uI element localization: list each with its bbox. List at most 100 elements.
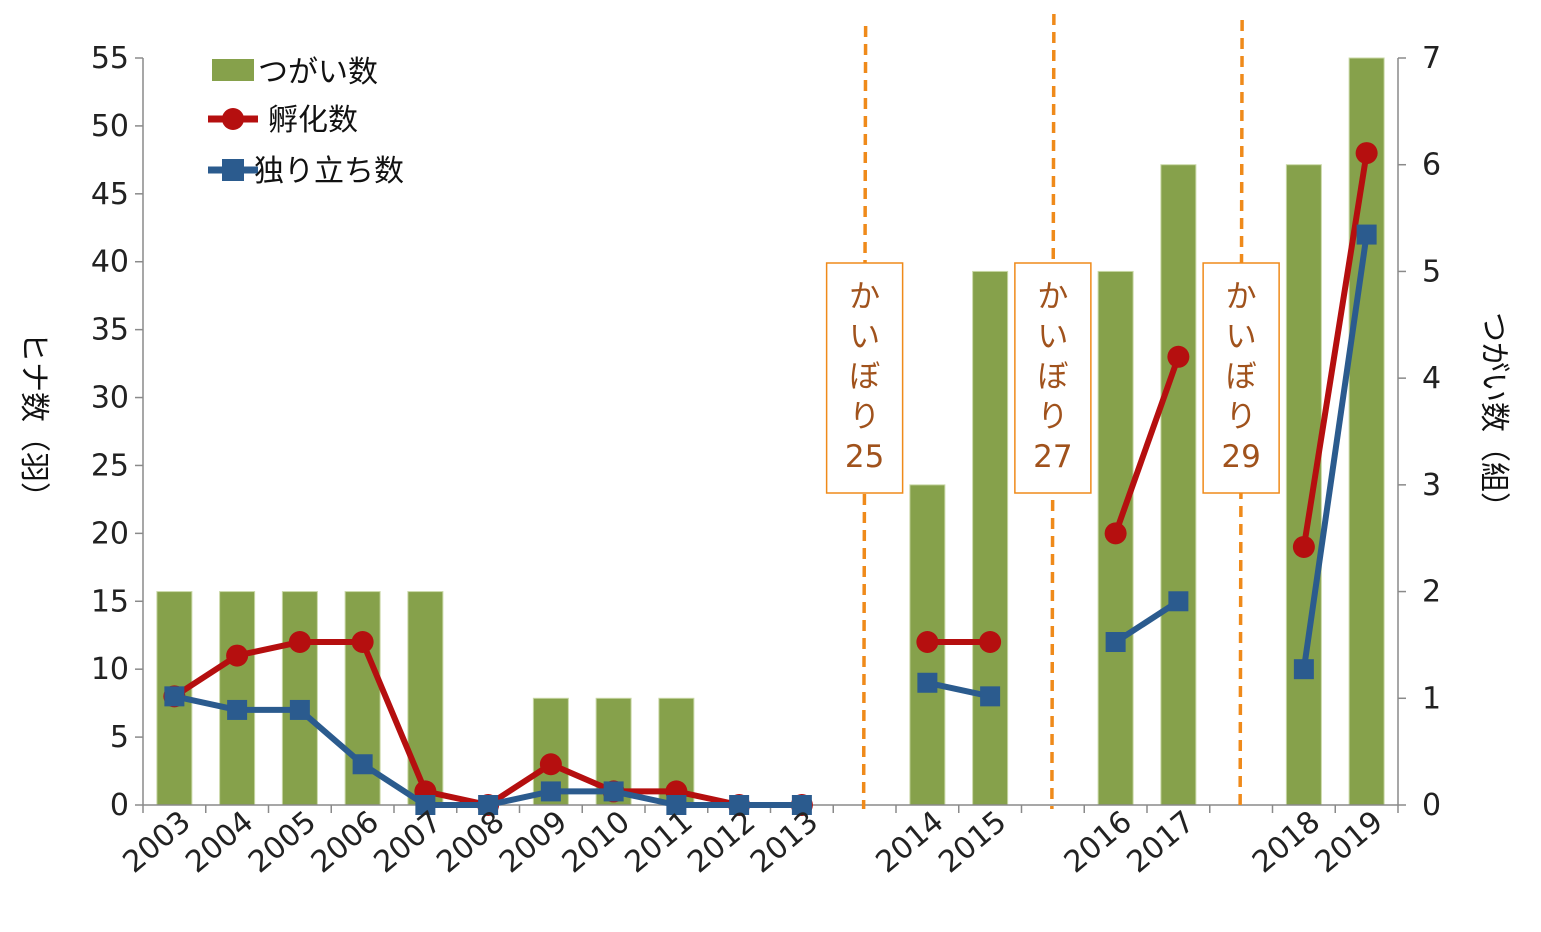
series-line-0	[1300, 152, 1370, 548]
legend-swatch-hatch-marker	[222, 108, 244, 130]
x-tick-label-2012: 2012	[681, 804, 762, 880]
point-hatch-2017	[1167, 345, 1190, 368]
x-tick-label-2013: 2013	[744, 804, 825, 880]
y-left-tick-label: 20	[91, 516, 129, 551]
point-fledge-2005	[289, 699, 310, 720]
point-fledge-2014	[917, 672, 938, 693]
series-line-1	[1300, 234, 1370, 670]
x-tick-label-2008: 2008	[430, 804, 511, 880]
point-fledge-2012	[729, 795, 750, 815]
series-line-1	[1113, 598, 1181, 645]
x-tick-label-2015: 2015	[932, 804, 1013, 880]
point-hatch-2005	[288, 631, 311, 654]
event-label-line: 29	[1221, 439, 1260, 475]
y-right-tick-label: 5	[1422, 254, 1441, 289]
bar-2019	[1348, 57, 1385, 806]
point-fledge-2008	[478, 795, 499, 815]
y-right-tick-label: 0	[1422, 788, 1441, 823]
point-fledge-2013	[791, 795, 812, 815]
point-fledge-2004	[227, 699, 248, 720]
event-line	[1238, 19, 1244, 810]
legend-swatch-fledge-marker	[222, 159, 244, 181]
y-right-tick-label: 7	[1422, 41, 1441, 76]
bar-2017	[1160, 164, 1197, 806]
y-left-tick-label: 15	[91, 584, 129, 619]
point-fledge-2009	[540, 781, 561, 802]
event-label-line: か	[849, 279, 880, 315]
y-left-tick-label: 55	[91, 41, 129, 76]
point-fledge-2007	[415, 795, 436, 815]
point-hatch-2014	[916, 631, 939, 654]
x-tick-label-2010: 2010	[556, 804, 637, 880]
point-fledge-2010	[603, 781, 624, 802]
event-label-line: 27	[1033, 439, 1072, 475]
y-left-tick-label: 45	[91, 177, 129, 212]
point-hatch-2004	[226, 644, 249, 667]
series-lines	[163, 142, 1378, 816]
x-tick-label-2005: 2005	[242, 804, 323, 880]
x-tick-label-2017: 2017	[1121, 804, 1202, 880]
event-label-line: り	[1037, 399, 1068, 435]
bar-2007	[407, 591, 444, 806]
event-label-line: ぼ	[849, 359, 880, 395]
event-label-line: り	[1226, 399, 1257, 435]
event-box	[825, 262, 904, 494]
series-line-1	[926, 679, 991, 700]
legend: つがい数 孵化数 独り立ち数	[208, 55, 404, 189]
point-fledge-2018	[1293, 659, 1314, 680]
point-fledge-2017	[1168, 591, 1189, 612]
x-tick-label-2014: 2014	[870, 804, 951, 880]
event-label-line: ぼ	[1037, 359, 1068, 395]
point-fledge-2011	[666, 795, 687, 815]
bar-2004	[219, 591, 256, 806]
bar-2015	[972, 270, 1009, 806]
y-left-tick-label: 10	[91, 652, 129, 687]
event-label-line: い	[1226, 319, 1257, 355]
x-tick-label-2011: 2011	[619, 804, 700, 880]
y-left-tick-label: 30	[91, 381, 129, 416]
legend-label-bars: つがい数	[258, 55, 378, 90]
point-fledge-2015	[980, 686, 1001, 707]
point-fledge-2019	[1356, 224, 1377, 245]
y-left-tick-label: 25	[91, 448, 129, 483]
legend-label-fledge: 独り立ち数	[254, 154, 404, 189]
series-line-0	[1112, 355, 1182, 535]
event-label-line: り	[849, 399, 880, 435]
legend-swatch-bars	[212, 59, 254, 81]
event-label-line: い	[1037, 319, 1068, 355]
x-tick-label-2006: 2006	[305, 804, 386, 880]
point-hatch-2015	[979, 631, 1002, 654]
point-hatch-2019	[1355, 142, 1378, 165]
x-tick-label-2009: 2009	[493, 804, 574, 880]
event-box	[1202, 262, 1280, 494]
event-label-line: か	[1226, 279, 1257, 315]
point-fledge-2003	[164, 686, 185, 707]
event-label-line: か	[1037, 279, 1068, 315]
point-hatch-2018	[1292, 535, 1315, 558]
event-box	[1014, 262, 1092, 494]
y-right-tick-label: 4	[1422, 361, 1441, 396]
y-left-tick-label: 35	[91, 313, 129, 348]
point-hatch-2009	[539, 753, 562, 776]
y-right-tick-label: 1	[1422, 681, 1441, 716]
point-fledge-2006	[352, 754, 373, 775]
series-line-0	[172, 639, 802, 808]
x-tick-label-2018: 2018	[1246, 804, 1327, 880]
y-left-tick-label: 5	[110, 720, 129, 755]
event-line	[861, 25, 868, 810]
y-right-tick-label: 2	[1422, 575, 1441, 610]
x-tick-label-2004: 2004	[179, 804, 260, 880]
point-fledge-2016	[1105, 632, 1126, 653]
event-label-line: ぼ	[1226, 359, 1257, 395]
event-label-line: い	[849, 319, 880, 355]
y-left-tick-label: 50	[91, 109, 129, 144]
y-left-tick-label: 40	[91, 245, 129, 280]
event-label-line: 25	[845, 439, 884, 475]
legend-label-hatch: 孵化数	[268, 103, 358, 138]
x-tick-label-2016: 2016	[1058, 804, 1139, 880]
y-axis-left-title: ヒナ数（羽）	[16, 332, 51, 512]
y-right-tick-label: 6	[1422, 148, 1441, 183]
y-left-tick-label: 0	[110, 788, 129, 823]
series-line-1	[173, 693, 802, 808]
